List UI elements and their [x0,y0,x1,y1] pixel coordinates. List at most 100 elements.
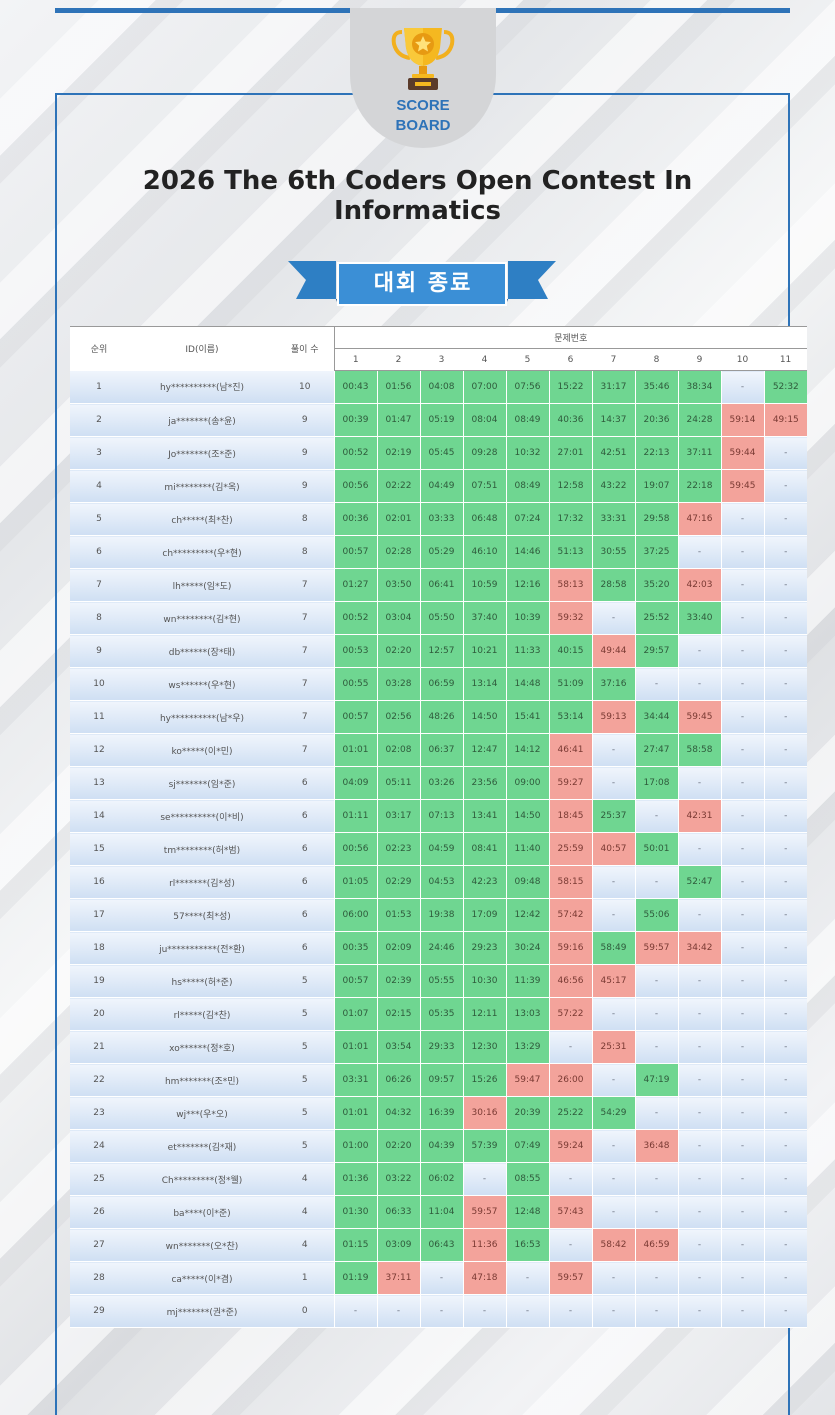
solved-count-cell: 6 [276,766,334,800]
problem-result-cell: - [763,502,808,536]
problem-result-cell: - [677,1129,721,1163]
problem-result-cell: 25:52 [634,601,678,635]
problem-result-cell: - [548,1162,592,1196]
rank-cell: 27 [70,1228,128,1262]
table-row: 12 ko*****(이*민) 7 01:01 02:08 06:37 12:47 14:12… [70,733,808,767]
problem-result-cell: 00:57 [333,964,377,998]
problem-number-header: 8 [635,348,678,371]
participant-id-cell: Jo*******(조*준) [128,436,276,470]
problem-result-cell: 01:00 [333,1129,377,1163]
problem-result-cell: - [763,964,808,998]
problem-result-cell: - [505,1294,549,1328]
problem-result-cell: 14:50 [462,700,506,734]
problem-result-cell: 08:55 [505,1162,549,1196]
participant-id-cell: ju***********(전*환) [128,931,276,965]
problem-result-cell: 36:48 [634,1129,678,1163]
problem-result-cell: - [720,898,764,932]
problem-result-cell: 13:41 [462,799,506,833]
problem-result-cell: - [763,634,808,668]
problem-result-cell: 12:58 [548,469,592,503]
problem-result-cell: 55:06 [634,898,678,932]
problem-result-cell: 38:34 [677,370,721,404]
problem-result-cell: 07:13 [419,799,463,833]
solved-count-cell: 6 [276,799,334,833]
table-row: 7 lh*****(임*도) 7 01:27 03:50 06:41 10:59 12:16 5… [70,568,808,602]
problem-result-cell: 04:59 [419,832,463,866]
table-row: 18 ju***********(전*환) 6 00:35 02:09 24:46 29:2… [70,931,808,965]
problem-result-cell: 00:57 [333,700,377,734]
rank-cell: 9 [70,634,128,668]
solved-count-cell: 5 [276,1129,334,1163]
problem-result-cell: 33:31 [591,502,635,536]
problem-result-cell: 14:37 [591,403,635,437]
problem-result-cell: 37:16 [591,667,635,701]
problem-result-cell: 14:46 [505,535,549,569]
rank-cell: 24 [70,1129,128,1163]
participant-id-cell: sj*******(임*준) [128,766,276,800]
problem-result-cell: 12:30 [462,1030,506,1064]
problem-result-cell: 01:07 [333,997,377,1031]
problem-result-cell: - [763,1030,808,1064]
contest-status: 대회 종료 [373,271,473,296]
problem-result-cell: 05:55 [419,964,463,998]
problem-result-cell: - [548,1294,592,1328]
rank-cell: 26 [70,1195,128,1229]
problem-result-cell: 11:33 [505,634,549,668]
problem-result-cell: 59:32 [548,601,592,635]
problem-result-cell: 06:41 [419,568,463,602]
problem-result-cell: 57:39 [462,1129,506,1163]
problem-result-cell: - [720,601,764,635]
problem-result-cell: - [763,865,808,899]
problem-result-cell: - [763,568,808,602]
problem-result-cell: - [634,667,678,701]
problem-result-cell: 07:00 [462,370,506,404]
problem-result-cell: - [720,634,764,668]
problem-result-cell: 40:57 [591,832,635,866]
problem-result-cell: - [591,601,635,635]
problem-result-cell: 49:44 [591,634,635,668]
rank-cell: 1 [70,370,128,404]
problem-result-cell: 01:53 [376,898,420,932]
problem-result-cell: - [763,1228,808,1262]
problem-result-cell: 19:38 [419,898,463,932]
problem-result-cell: - [720,1195,764,1229]
problem-result-cell: 01:56 [376,370,420,404]
table-row: 21 xo******(정*호) 5 01:01 03:54 29:33 12:30 13:2… [70,1030,808,1064]
problem-result-cell: 11:36 [462,1228,506,1262]
problem-number-header: 9 [678,348,721,371]
solved-count-cell: 9 [276,436,334,470]
solved-count-cell: 6 [276,832,334,866]
rank-cell: 25 [70,1162,128,1196]
problem-result-cell: 27:01 [548,436,592,470]
participant-id-cell: hm*******(조*민) [128,1063,276,1097]
table-row: 9 db******(장*태) 7 00:53 02:20 12:57 10:21 11:33… [70,634,808,668]
participant-id-cell: hy**********(남*진) [128,370,276,404]
problem-result-cell: - [591,1294,635,1328]
problem-number-header: 3 [420,348,463,371]
problem-result-cell: - [677,898,721,932]
table-row: 13 sj*******(임*준) 6 04:09 05:11 03:26 23:56 09:… [70,766,808,800]
participant-id-cell: wj***(우*오) [128,1096,276,1130]
rank-cell: 23 [70,1096,128,1130]
problem-result-cell: 17:32 [548,502,592,536]
problem-result-cell: 12:57 [419,634,463,668]
problem-result-cell: - [677,766,721,800]
problem-result-cell: 46:41 [548,733,592,767]
problem-result-cell: 01:27 [333,568,377,602]
table-row: 28 ca*****(이*겸) 1 01:19 37:11-47:18-59:57- - -… [70,1261,808,1295]
problem-result-cell: - [720,799,764,833]
problem-result-cell: - [677,667,721,701]
problem-result-cell: 07:51 [462,469,506,503]
solved-count-cell: 6 [276,931,334,965]
problem-result-cell: 04:39 [419,1129,463,1163]
badge-line-board: BOARD [395,117,451,134]
participant-id-cell: tm********(허*범) [128,832,276,866]
rank-cell: 16 [70,865,128,899]
problem-result-cell: 47:18 [462,1261,506,1295]
problem-result-cell: - [591,1063,635,1097]
table-row: 3 Jo*******(조*준) 9 00:52 02:19 05:45 09:28 10:3… [70,436,808,470]
problem-result-cell: 59:47 [505,1063,549,1097]
problem-result-cell: 05:11 [376,766,420,800]
problem-result-cell: 06:02 [419,1162,463,1196]
problem-result-cell: 30:55 [591,535,635,569]
